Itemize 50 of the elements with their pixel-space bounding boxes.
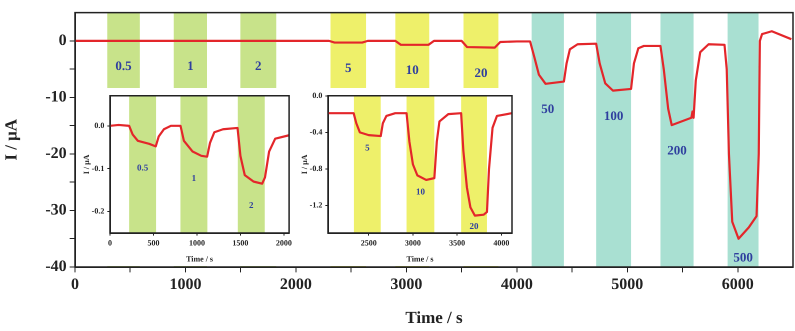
y-tick-label: -0.1 bbox=[92, 164, 104, 173]
band-label: 20 bbox=[470, 221, 480, 232]
band-label: 50 bbox=[541, 101, 554, 116]
x-tick-label: 6000 bbox=[722, 276, 754, 294]
band-label: 100 bbox=[604, 108, 624, 123]
y-tick-label: -0.8 bbox=[310, 164, 322, 174]
y-tick-label: -10 bbox=[45, 88, 67, 106]
band-label: 5 bbox=[365, 142, 370, 152]
band-label: 1 bbox=[187, 58, 194, 74]
x-tick-label: 1500 bbox=[232, 238, 248, 248]
x-tick-label: 1000 bbox=[169, 276, 202, 294]
x-tick-label: 0 bbox=[108, 238, 112, 248]
y-tick-label: -40 bbox=[45, 258, 67, 276]
y-tick-label: 0.0 bbox=[94, 120, 104, 130]
x-tick-label: 4000 bbox=[500, 276, 533, 294]
x-tick-label: 2500 bbox=[360, 238, 377, 248]
x-tick-label: 2000 bbox=[280, 276, 312, 294]
band-label: 10 bbox=[416, 186, 426, 196]
y-tick-label: 0 bbox=[58, 32, 67, 50]
x-tick-label: 3000 bbox=[390, 276, 422, 294]
y-axis-title: I / μA bbox=[82, 154, 91, 174]
band-label: 0.5 bbox=[136, 162, 149, 173]
x-axis-title: Time / s bbox=[406, 254, 434, 264]
band-label: 2 bbox=[255, 58, 262, 74]
y-tick-label: -20 bbox=[45, 145, 67, 162]
x-axis-title: Time / s bbox=[405, 308, 464, 328]
x-tick-label: 2000 bbox=[276, 238, 292, 248]
y-tick-label: -0.2 bbox=[92, 206, 104, 216]
band-label: 2 bbox=[249, 200, 254, 210]
band-label: 5 bbox=[345, 60, 352, 75]
band-label: 10 bbox=[406, 62, 419, 78]
band-label: 0.5 bbox=[115, 58, 132, 74]
y-tick-label: 0.0 bbox=[312, 90, 322, 100]
x-tick-label: 500 bbox=[147, 238, 160, 248]
band-label: 200 bbox=[667, 142, 687, 158]
x-tick-label: 0 bbox=[71, 276, 79, 294]
y-tick-label: -0.4 bbox=[310, 127, 322, 136]
band-label: 1 bbox=[192, 173, 197, 184]
y-tick-label: -1.2 bbox=[310, 200, 322, 210]
x-tick-label: 3000 bbox=[404, 238, 421, 248]
x-tick-label: 3500 bbox=[449, 238, 466, 248]
y-axis-title: I / μA bbox=[2, 118, 21, 161]
band-label: 20 bbox=[474, 65, 488, 80]
y-axis-title: I / μA bbox=[300, 154, 309, 174]
y-tick-label: -30 bbox=[45, 202, 67, 219]
x-tick-label: 4000 bbox=[493, 238, 510, 248]
x-tick-label: 5000 bbox=[611, 276, 644, 294]
x-axis-title: Time / s bbox=[186, 254, 214, 264]
x-tick-label: 1000 bbox=[188, 238, 205, 248]
band-label: 500 bbox=[733, 249, 753, 264]
